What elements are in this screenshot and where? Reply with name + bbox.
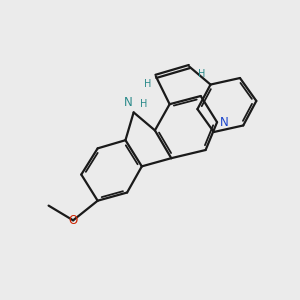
Text: H: H (198, 69, 206, 79)
Text: H: H (144, 79, 151, 89)
Text: O: O (68, 214, 78, 227)
Text: H: H (140, 99, 147, 109)
Text: N: N (220, 116, 228, 129)
Text: N: N (124, 96, 133, 109)
